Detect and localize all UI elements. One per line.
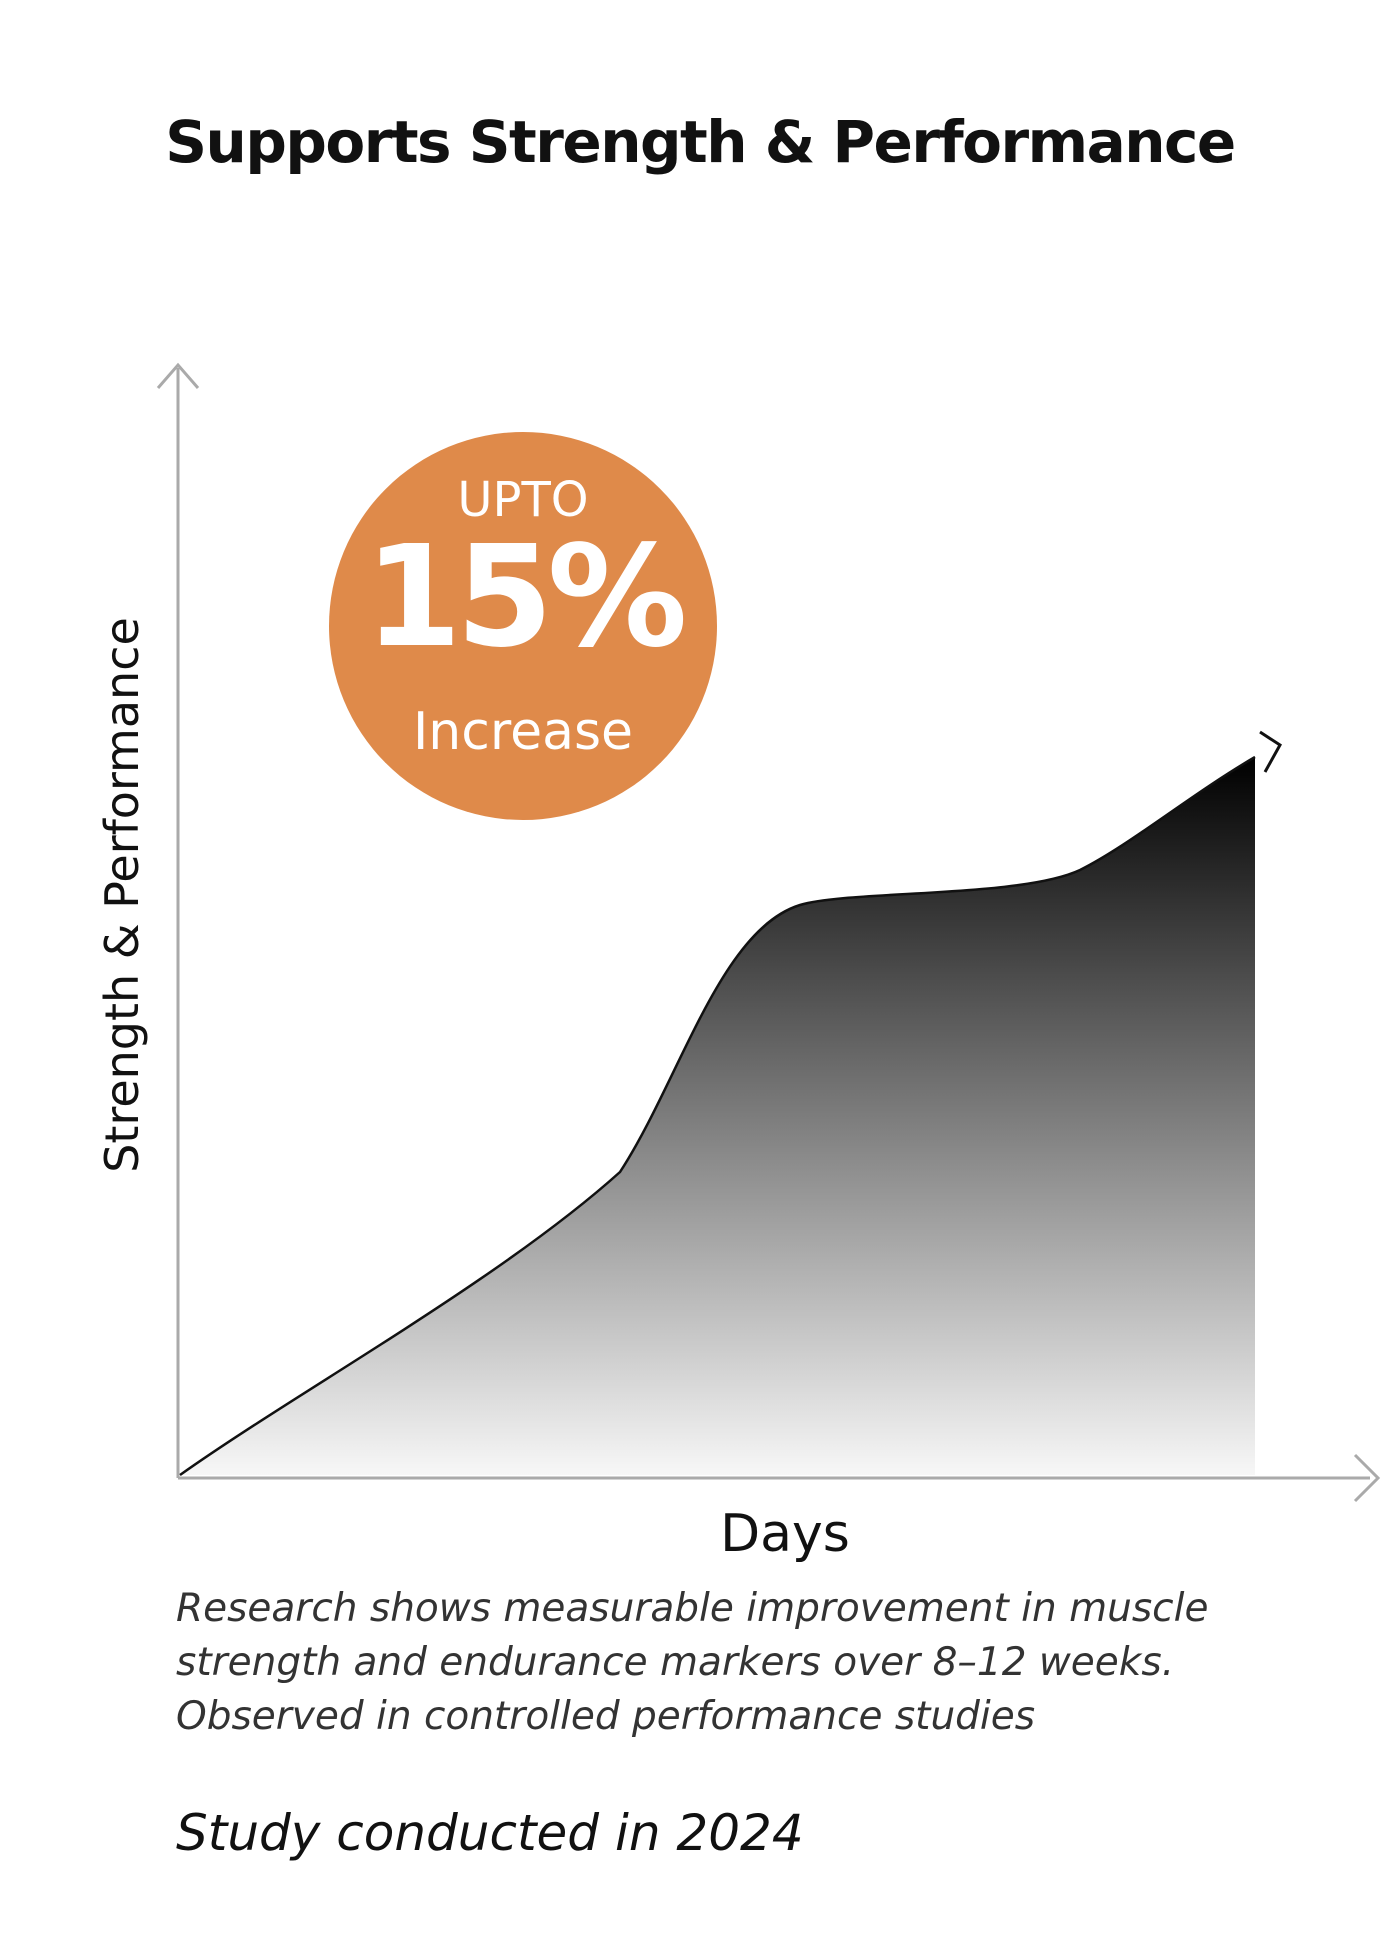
trend-arrowhead bbox=[1259, 730, 1282, 773]
study-note: Study conducted in 2024 bbox=[176, 1804, 804, 1862]
page-title: Supports Strength & Performance bbox=[165, 108, 1236, 176]
x-axis-label: Days bbox=[720, 1504, 850, 1564]
badge-upto-label: UPTO bbox=[457, 472, 589, 528]
chart-area-fill bbox=[180, 757, 1255, 1475]
chart-curve bbox=[179, 755, 1256, 1477]
badge-percentage: 15% bbox=[364, 516, 687, 679]
y-axis-label: Strength & Performance bbox=[95, 617, 149, 1173]
y-axis bbox=[156, 362, 200, 1478]
research-description: Research shows measurable improvement in… bbox=[176, 1586, 1209, 1739]
x-axis bbox=[178, 1453, 1381, 1503]
badge-increase-label: Increase bbox=[412, 702, 634, 762]
increase-badge: UPTO 15% Increase bbox=[329, 432, 717, 820]
